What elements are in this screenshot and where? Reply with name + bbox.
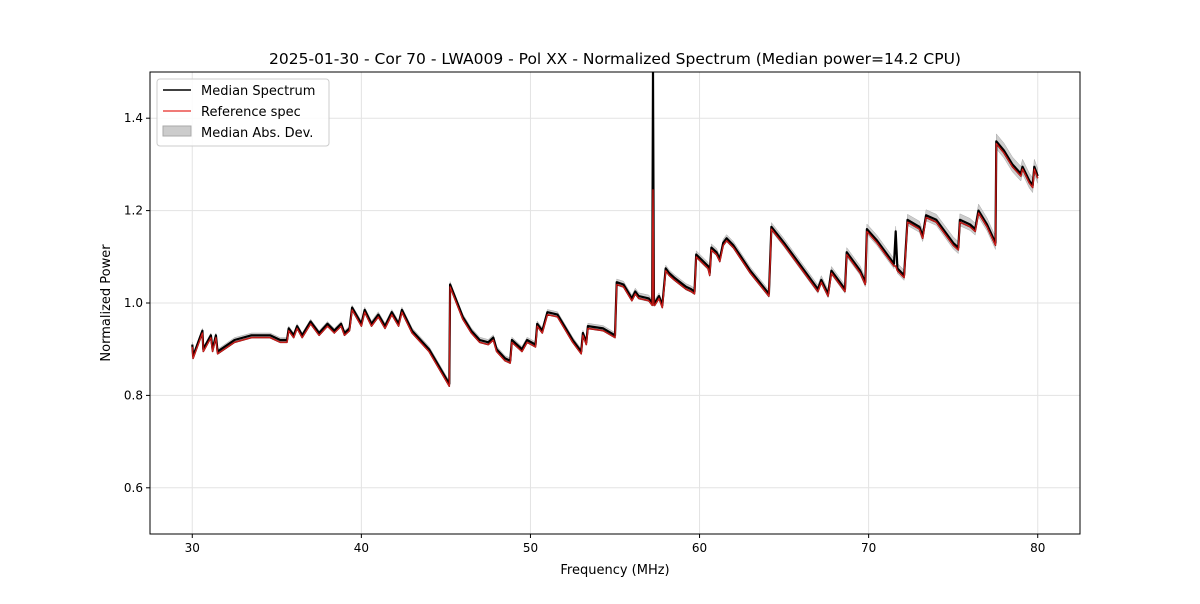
legend-label-median: Median Spectrum	[201, 84, 315, 99]
y-tick-label: 0.8	[124, 388, 143, 402]
y-axis-label: Normalized Power	[99, 244, 114, 362]
axis-ticks: 30 40 50 60 70 80 0.6 0.8 1.0 1.2 1.4	[124, 111, 1045, 555]
x-tick-label: 70	[861, 541, 876, 555]
y-tick-label: 1.4	[124, 111, 143, 125]
legend-label-reference: Reference spec	[201, 105, 301, 120]
legend-swatch-mad	[162, 125, 192, 137]
y-tick-label: 1.2	[124, 204, 143, 218]
legend-frame	[156, 78, 330, 147]
plot-marks	[191, 72, 1039, 388]
x-tick-label: 80	[1030, 541, 1045, 555]
chart-title: 2025-01-30 - Cor 70 - LWA009 - Pol XX - …	[269, 50, 961, 68]
y-tick-label: 1.0	[124, 296, 143, 310]
x-axis-label: Frequency (MHz)	[560, 563, 669, 578]
legend-label-mad: Median Abs. Dev.	[201, 126, 313, 141]
reference-spectrum-highlight	[192, 143, 1038, 387]
x-tick-label: 40	[354, 541, 369, 555]
x-tick-label: 60	[692, 541, 707, 555]
y-tick-label: 0.6	[124, 481, 143, 495]
x-tick-label: 30	[185, 541, 200, 555]
legend: Median Spectrum Reference spec Median Ab…	[156, 78, 330, 147]
grid-lines	[150, 72, 1080, 534]
x-tick-label: 50	[523, 541, 538, 555]
